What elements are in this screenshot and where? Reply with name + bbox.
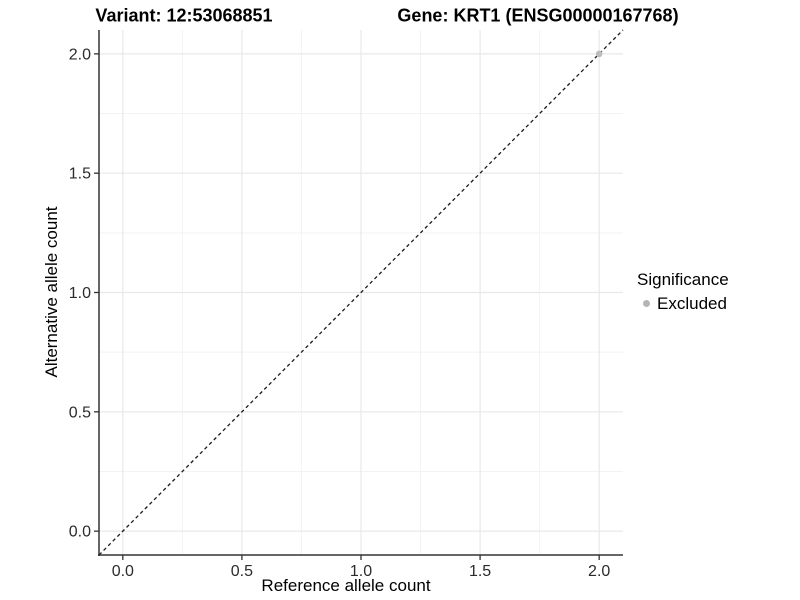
y-tick-label: 0.5 [69, 404, 91, 421]
excluded-point-icon [643, 299, 650, 307]
y-axis-title: Alternative allele count [42, 206, 61, 378]
x-tick-label: 0.5 [231, 563, 253, 580]
x-tick-label: 1.5 [469, 563, 491, 580]
x-tick-label: 1.0 [350, 563, 372, 580]
legend: Significance Excluded [637, 270, 729, 312]
legend-item-label: Excluded [657, 293, 727, 313]
x-tick-label: 2.0 [588, 563, 610, 580]
y-tick-label: 2.0 [69, 46, 91, 63]
data-point [595, 50, 603, 58]
y-tick-label: 1.5 [69, 166, 91, 183]
x-tick-label: 0.0 [112, 563, 134, 580]
variant-title: Variant: 12:53068851 [95, 5, 273, 26]
y-tick-label: 0.0 [69, 524, 91, 541]
gene-title: Gene: KRT1 (ENSG00000167768) [397, 5, 679, 26]
x-axis-title: Reference allele count [261, 576, 431, 595]
identity-line [98, 29, 624, 556]
legend-title: Significance [637, 270, 729, 289]
y-tick-label: 1.0 [69, 285, 91, 302]
legend-item-excluded: Excluded [637, 295, 729, 312]
